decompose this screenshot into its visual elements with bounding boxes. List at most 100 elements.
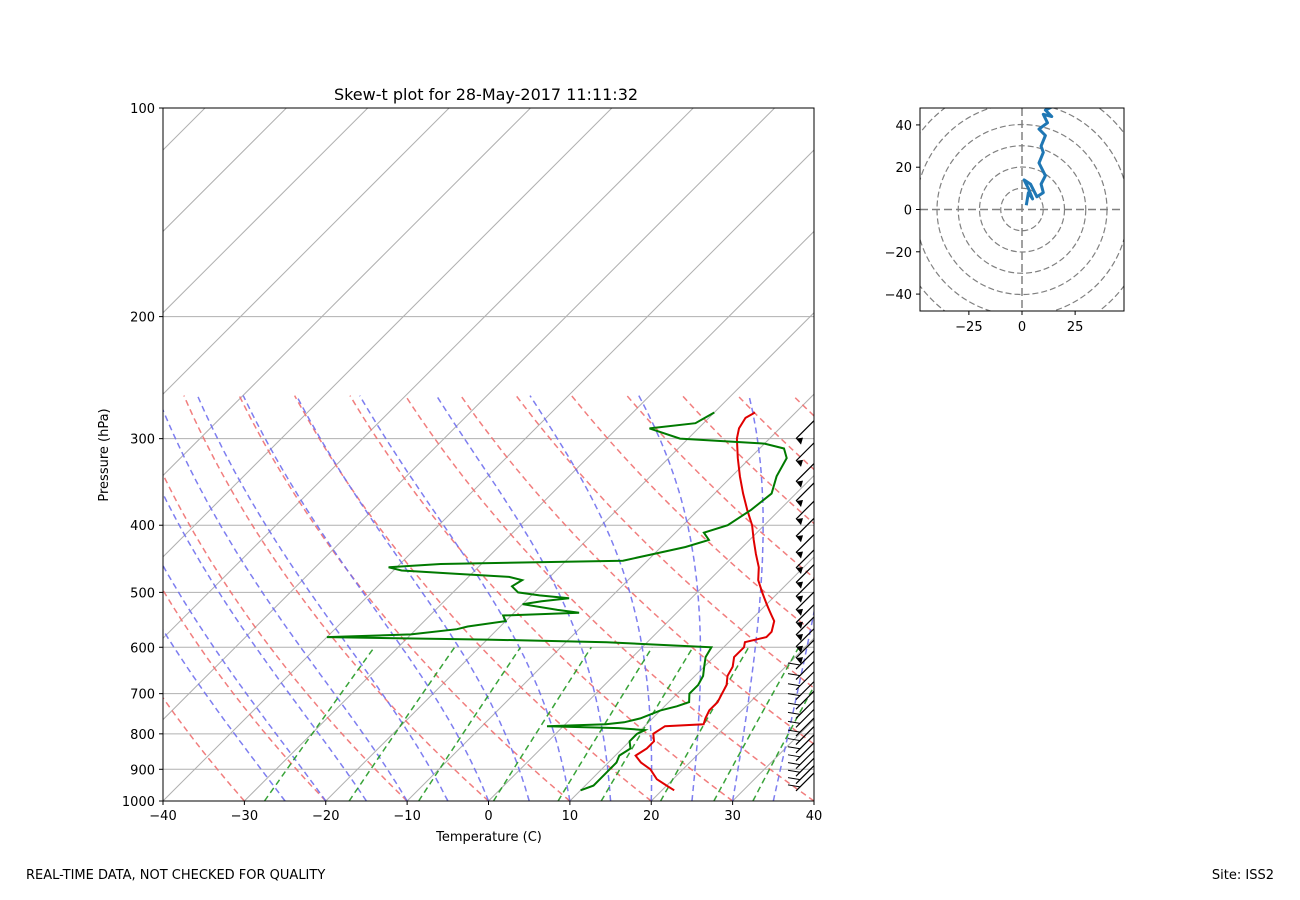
wind-barb-flag [796, 518, 803, 526]
moist-adiabat-line [163, 628, 286, 801]
dry-adiabat-line [163, 696, 245, 801]
wind-barb [795, 772, 815, 792]
mixing-ratio-line [659, 646, 750, 801]
wind-barb-feather [787, 702, 801, 706]
dry-adiabat-line [515, 395, 814, 689]
y-tick-label: 700 [130, 688, 155, 703]
dry-adiabat-line [848, 396, 1300, 801]
wind-barb [795, 708, 815, 728]
wind-barb [795, 604, 815, 624]
mixing-ratio-line [263, 646, 375, 801]
isotherm-line [163, 108, 694, 639]
wind-barb [795, 742, 815, 762]
x-tick-label: −20 [312, 809, 339, 824]
mixing-ratio-line [492, 646, 592, 801]
wind-barb-flag [796, 581, 803, 589]
dry-adiabat-line [959, 396, 1300, 801]
wind-barb-feather [787, 777, 801, 781]
y-tick-label: 200 [130, 311, 155, 326]
moist-adiabat-line [295, 395, 530, 801]
hodograph-x-tick-label: 0 [1018, 320, 1026, 335]
y-axis-label: Pressure (hPa) [97, 408, 112, 501]
mixing-ratio-line [600, 646, 694, 801]
wind-barb [795, 734, 815, 754]
moist-adiabat-line [529, 395, 653, 801]
wind-barb-flag [796, 499, 803, 507]
wind-barb-flag [796, 551, 803, 559]
wind-barb [795, 757, 815, 777]
wind-barb [795, 699, 815, 719]
hodograph-x-tick-label: −25 [955, 320, 982, 335]
y-tick-label: 600 [130, 641, 155, 656]
x-tick-label: 10 [562, 809, 579, 824]
x-axis-label: Temperature (C) [435, 830, 542, 845]
y-tick-label: 300 [130, 433, 155, 448]
skew-t-frame [162, 107, 815, 802]
wind-barb [795, 650, 815, 670]
wind-barb-flag [796, 621, 803, 629]
mixing-ratio-line [348, 646, 456, 801]
moist-adiabat-line [163, 492, 368, 801]
wind-barb-feather [787, 738, 801, 742]
wind-barb-flag [796, 480, 803, 488]
moist-adiabat-line [359, 395, 571, 801]
dry-adiabat-line [737, 395, 814, 471]
wind-barb [795, 463, 815, 483]
moist-adiabat-line [242, 395, 490, 801]
dry-adiabat-line [626, 395, 814, 579]
isotherm-line [163, 108, 287, 233]
hodograph-plot-area: −25 0 25 40 20 0 −20 −40 [885, 107, 1125, 335]
wind-barb-flag [796, 657, 803, 665]
wind-barb-feather [787, 720, 801, 724]
wind-barb-flag [796, 633, 803, 641]
mixing-ratio-line [418, 646, 522, 801]
wind-barb [795, 628, 815, 648]
wind-barb-feather [787, 683, 801, 687]
hodograph-y-tick-label: 20 [895, 161, 912, 176]
wind-barb [795, 534, 815, 553]
wind-barb-flag [796, 645, 803, 653]
dry-adiabat-line [183, 395, 490, 801]
mixing-ratio-line [557, 646, 653, 801]
y-tick-label: 800 [130, 728, 155, 743]
mixing-ratio-line [713, 646, 800, 801]
hodograph-y-tick-label: −40 [885, 288, 912, 303]
dry-adiabat-line [293, 395, 652, 801]
moist-adiabat-line [163, 564, 327, 801]
moist-adiabat-line [731, 395, 764, 801]
x-tick-label: −40 [149, 809, 176, 824]
wind-barb [795, 482, 815, 502]
moist-adiabat-line [196, 395, 449, 801]
wind-barb [795, 726, 815, 745]
temperature-profile [634, 411, 776, 792]
wind-barb-feather [787, 693, 801, 697]
wind-barb [795, 442, 815, 462]
wind-barb-feather [787, 754, 801, 758]
wind-barb-flag [796, 459, 803, 467]
wind-barb [795, 420, 815, 440]
wind-barb-flag [796, 437, 803, 445]
isotherm-line [881, 108, 1300, 816]
x-tick-label: −30 [231, 809, 258, 824]
isotherm-line [325, 312, 814, 801]
wind-barb [795, 661, 815, 680]
wind-barb-feather [787, 729, 801, 733]
wind-barb [795, 681, 815, 701]
wind-barb [795, 578, 815, 597]
wind-barb-feather [787, 746, 801, 750]
dry-adiabat-line [460, 395, 814, 746]
hodograph-y-tick-label: 0 [904, 204, 912, 219]
isotherm-line [569, 556, 814, 801]
mixing-ratio-line [752, 684, 814, 801]
y-tick-label: 500 [130, 586, 155, 601]
wind-barb-feather [787, 784, 801, 788]
hodograph-trace [1022, 108, 1054, 206]
wind-barb [795, 765, 815, 785]
dry-adiabat-line [238, 395, 571, 801]
hodograph-y-tick-label: −20 [885, 246, 912, 261]
site-label: Site: ISS2 [1211, 868, 1274, 883]
wind-barb [795, 500, 815, 520]
y-tick-label: 1000 [122, 795, 155, 810]
chart-title: Skew-t plot for 28-May-2017 11:11:32 [334, 85, 638, 104]
